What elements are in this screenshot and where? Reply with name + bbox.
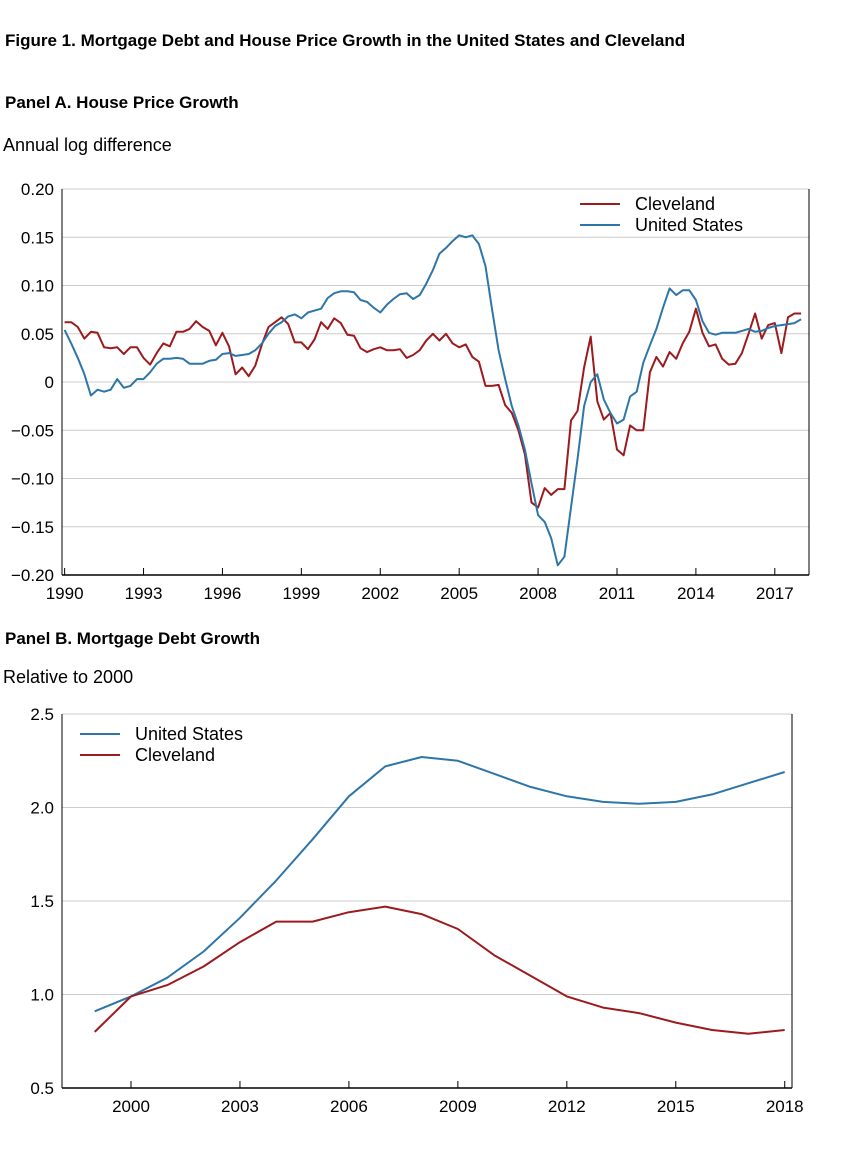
x-tick-label: 2002 xyxy=(361,584,399,603)
x-tick-label: 2008 xyxy=(519,584,557,603)
x-tick-label: 1993 xyxy=(125,584,163,603)
series-line-united-states xyxy=(63,234,802,567)
panel-a-title: Panel A. House Price Growth xyxy=(5,93,239,112)
legend-label-cleveland: Cleveland xyxy=(135,745,215,765)
mortgage-debt-growth-chart: 2.5 2.0 1.5 1.0 0.5 2000 2003 2006 2009 2012 2015 2… xyxy=(30,705,804,1116)
x-tick-label: 2005 xyxy=(440,584,478,603)
x-tick-label: 2000 xyxy=(112,1097,150,1116)
y-tick-label: 0.20 xyxy=(21,180,54,199)
x-tick-label: 1999 xyxy=(282,584,320,603)
figure-title: Figure 1. Mortgage Debt and House Price … xyxy=(5,31,686,50)
series-line-cleveland xyxy=(64,307,802,509)
x-tick-label: 2003 xyxy=(221,1097,259,1116)
series-line-united-states xyxy=(94,756,785,1013)
y-tick-label: −0.10 xyxy=(11,470,54,489)
panel-b-subtitle: Relative to 2000 xyxy=(3,667,134,687)
x-tick-label: 1990 xyxy=(46,584,84,603)
y-tick-label: 0.10 xyxy=(21,277,54,296)
y-tick-label: −0.20 xyxy=(11,566,54,585)
y-tick-label: 0.05 xyxy=(21,325,54,344)
legend-label-united-states: United States xyxy=(635,215,743,235)
legend-label-cleveland: Cleveland xyxy=(635,194,715,214)
x-tick-label: 2018 xyxy=(766,1097,804,1116)
x-tick-label: 2011 xyxy=(599,584,636,603)
panel-a-subtitle: Annual log difference xyxy=(3,135,172,155)
legend-label-united-states: United States xyxy=(135,724,243,744)
y-tick-label: −0.15 xyxy=(11,518,54,537)
series-line-cleveland xyxy=(94,905,785,1035)
y-tick-label: 0 xyxy=(45,373,54,392)
y-tick-label: 2.0 xyxy=(30,799,54,818)
panel-b-title: Panel B. Mortgage Debt Growth xyxy=(5,629,261,648)
x-tick-label: 2015 xyxy=(657,1097,695,1116)
house-price-growth-chart: 0.200.150.100.050−0.05−0.10−0.15−0.20199… xyxy=(11,180,810,603)
x-tick-label: 2012 xyxy=(548,1097,586,1116)
y-tick-label: 0.5 xyxy=(30,1079,54,1098)
y-tick-label: 1.0 xyxy=(30,986,54,1005)
x-tick-label: 2006 xyxy=(330,1097,368,1116)
x-tick-label: 2017 xyxy=(756,584,794,603)
x-tick-label: 2014 xyxy=(677,584,715,603)
x-tick-label: 1996 xyxy=(204,584,242,603)
x-tick-label: 2009 xyxy=(439,1097,477,1116)
y-tick-label: 0.15 xyxy=(21,228,54,247)
y-tick-label: 1.5 xyxy=(30,892,54,911)
y-tick-label: 2.5 xyxy=(30,705,54,724)
y-tick-label: −0.05 xyxy=(11,421,54,440)
